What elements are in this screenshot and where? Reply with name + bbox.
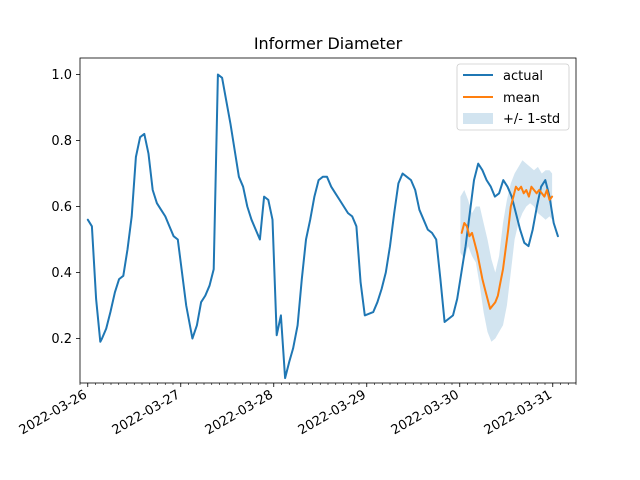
y-tick-label: 0.4 <box>51 266 72 281</box>
y-tick-label: 0.8 <box>51 134 72 149</box>
y-tick-label: 0.2 <box>51 332 72 347</box>
legend-box <box>456 63 570 131</box>
legend-std-swatch <box>463 113 493 124</box>
plot-area <box>79 57 577 384</box>
legend-mean-label: mean <box>503 91 540 106</box>
series-line-actual <box>86 73 559 380</box>
legend-actual-label: actual <box>503 69 543 84</box>
y-axis: 0.2 0.4 0.6 0.8 1.0 <box>51 68 80 347</box>
y-tick-label: 0.6 <box>51 200 72 215</box>
y-tick-label: 1.0 <box>51 68 72 83</box>
chart-title: Informer Diameter <box>254 34 403 53</box>
series-line-layer <box>86 73 559 380</box>
legend-std-label: +/- 1-std <box>503 112 560 127</box>
series-line-mean <box>460 185 554 310</box>
legend: actual mean +/- 1-std <box>456 63 570 131</box>
